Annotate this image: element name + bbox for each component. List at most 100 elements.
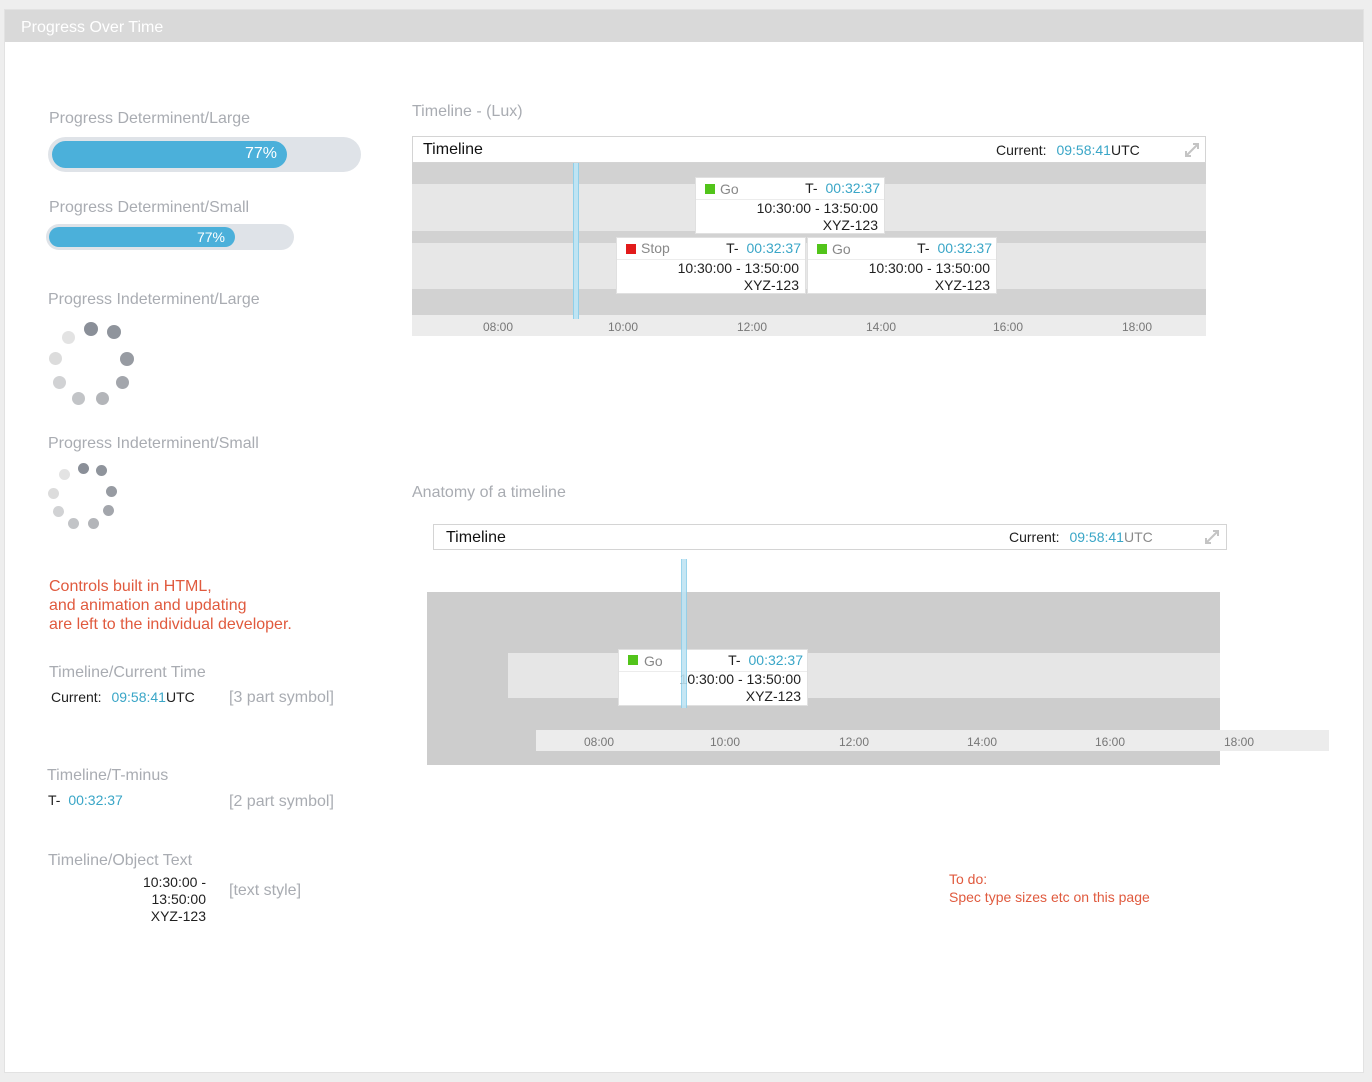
anatomy-tick: 08:00 bbox=[583, 735, 615, 749]
lux-track-band bbox=[412, 163, 1206, 184]
event-divider bbox=[617, 259, 805, 260]
anatomy-current-time-marker[interactable] bbox=[681, 559, 687, 708]
event-time-range: 10:30:00 - 13:50:00 bbox=[756, 200, 878, 216]
page-title: Progress Over Time bbox=[21, 19, 164, 36]
lux-timeline-label: Timeline - (Lux) bbox=[412, 103, 523, 120]
event-tminus-value: 00:32:37 bbox=[937, 240, 993, 256]
object-text-line: 10:30:00 - bbox=[142, 874, 206, 890]
event-time-range: 10:30:00 - 13:50:00 bbox=[677, 260, 799, 276]
spinner-dot bbox=[103, 505, 114, 516]
event-tminus-prefix: T- bbox=[805, 180, 818, 196]
lux-tick: 08:00 bbox=[482, 320, 514, 334]
status-square-icon bbox=[705, 184, 715, 194]
page-header: Progress Over Time bbox=[5, 10, 1363, 42]
progress-bar-small-text: 77% bbox=[196, 229, 225, 245]
lux-current-value: 09:58:41 bbox=[1056, 142, 1111, 158]
event-tminus-value: 00:32:37 bbox=[825, 180, 881, 196]
lux-tick: 16:00 bbox=[992, 320, 1024, 334]
progress-small-label: Progress Determinent/Small bbox=[49, 199, 250, 216]
event-status: Go bbox=[832, 241, 851, 257]
current-time-suffix: UTC bbox=[165, 689, 195, 705]
tminus-prefix: T- bbox=[48, 792, 61, 808]
lux-event-card[interactable]: Go T- 00:32:37 10:30:00 - 13:50:00 XYZ-1… bbox=[695, 177, 885, 234]
event-divider bbox=[696, 199, 884, 200]
spinner-dot bbox=[68, 518, 79, 529]
spinner-dot bbox=[49, 352, 62, 365]
spinner-dot bbox=[72, 392, 85, 405]
object-text-label: Timeline/Object Text bbox=[48, 852, 193, 869]
spinner-dot bbox=[62, 331, 75, 344]
indeterminate-small-label: Progress Indeterminent/Small bbox=[48, 435, 259, 452]
event-tminus-value: 00:32:37 bbox=[748, 652, 804, 668]
tminus-symbol: T- 00:32:37 bbox=[48, 792, 123, 808]
event-status: Stop bbox=[641, 240, 670, 256]
anatomy-timeline-header: Timeline Current: 09:58:41UTC bbox=[433, 524, 1227, 550]
event-tminus-value: 00:32:37 bbox=[746, 240, 802, 256]
lux-tick: 14:00 bbox=[865, 320, 897, 334]
spinner-small bbox=[44, 458, 120, 534]
spinner-dot bbox=[116, 376, 129, 389]
status-square-icon bbox=[626, 244, 636, 254]
tminus-tag: [2 part symbol] bbox=[229, 793, 334, 810]
lux-tick: 12:00 bbox=[736, 320, 768, 334]
anatomy-tick: 10:00 bbox=[709, 735, 741, 749]
event-id: XYZ-123 bbox=[743, 277, 799, 293]
spinner-dot bbox=[88, 518, 99, 529]
tminus-value: 00:32:37 bbox=[68, 792, 123, 808]
lux-event-card[interactable]: Go T- 00:32:37 10:30:00 - 13:50:00 XYZ-1… bbox=[807, 237, 997, 294]
event-tminus: T- 00:32:37 bbox=[728, 652, 803, 668]
lux-tick: 10:00 bbox=[607, 320, 639, 334]
lux-event-card[interactable]: Stop T- 00:32:37 10:30:00 - 13:50:00 XYZ… bbox=[616, 237, 806, 294]
todo-line: Spec type sizes etc on this page bbox=[949, 889, 1150, 905]
current-time-symbol: Current: 09:58:41UTC bbox=[51, 689, 195, 705]
event-tminus-prefix: T- bbox=[726, 240, 739, 256]
spinner-dot bbox=[107, 325, 121, 339]
status-square-icon bbox=[628, 655, 638, 665]
event-time-range: 10:30:00 - 13:50:00 bbox=[868, 260, 990, 276]
event-status: Go bbox=[720, 181, 739, 197]
progress-bar-large-fill: 77% bbox=[52, 141, 287, 168]
anatomy-tick: 12:00 bbox=[838, 735, 870, 749]
event-divider bbox=[808, 259, 996, 260]
lux-tick: 18:00 bbox=[1121, 320, 1153, 334]
spinner-dot bbox=[120, 352, 134, 366]
event-tminus: T- 00:32:37 bbox=[805, 180, 880, 196]
event-id: XYZ-123 bbox=[745, 688, 801, 704]
expand-icon[interactable] bbox=[1183, 141, 1201, 159]
anatomy-time-axis: 08:00 10:00 12:00 14:00 16:00 18:00 bbox=[536, 730, 1329, 751]
event-time-range: 10:30:00 - 13:50:00 bbox=[679, 671, 801, 687]
anatomy-track-band bbox=[508, 653, 1220, 698]
tminus-label: Timeline/T-minus bbox=[47, 767, 169, 784]
event-status: Go bbox=[644, 653, 663, 669]
anatomy-current-value: 09:58:41 bbox=[1069, 529, 1124, 545]
expand-icon[interactable] bbox=[1203, 528, 1221, 546]
lux-time-axis: 08:00 10:00 12:00 14:00 16:00 18:00 bbox=[412, 315, 1206, 336]
progress-bar-large: 77% bbox=[48, 137, 361, 172]
anatomy-tick: 14:00 bbox=[966, 735, 998, 749]
progress-bar-small-fill: 77% bbox=[49, 227, 235, 247]
spinner-dot bbox=[106, 486, 117, 497]
lux-current-time: Current: 09:58:41UTC bbox=[996, 142, 1140, 158]
anatomy-tick: 18:00 bbox=[1223, 735, 1255, 749]
spinner-dot bbox=[96, 392, 109, 405]
object-text-sample: 10:30:00 - 13:50:00 XYZ-123 bbox=[120, 874, 206, 925]
anatomy-event-card[interactable]: Go T- 00:32:37 10:30:00 - 13:50:00 XYZ-1… bbox=[618, 649, 808, 706]
lux-current-suffix: UTC bbox=[1110, 142, 1140, 158]
developer-note-line: Controls built in HTML, bbox=[49, 578, 212, 595]
spinner-dot bbox=[53, 376, 66, 389]
event-tminus-prefix: T- bbox=[917, 240, 930, 256]
progress-large-label: Progress Determinent/Large bbox=[49, 110, 250, 127]
developer-note-line: are left to the individual developer. bbox=[49, 616, 292, 633]
lux-current-time-marker[interactable] bbox=[573, 163, 579, 319]
event-tminus: T- 00:32:37 bbox=[726, 240, 801, 256]
event-tminus-prefix: T- bbox=[728, 652, 741, 668]
current-time-tag: [3 part symbol] bbox=[229, 689, 334, 706]
spinner-dot bbox=[78, 463, 89, 474]
spinner-dot bbox=[84, 322, 98, 336]
spinner-dot bbox=[96, 465, 107, 476]
todo-line: To do: bbox=[949, 871, 988, 887]
current-time-label: Timeline/Current Time bbox=[49, 664, 206, 681]
todo-note: To do: Spec type sizes etc on this page bbox=[949, 870, 1150, 906]
spinner-large bbox=[44, 318, 136, 410]
object-text-tag: [text style] bbox=[229, 882, 302, 899]
